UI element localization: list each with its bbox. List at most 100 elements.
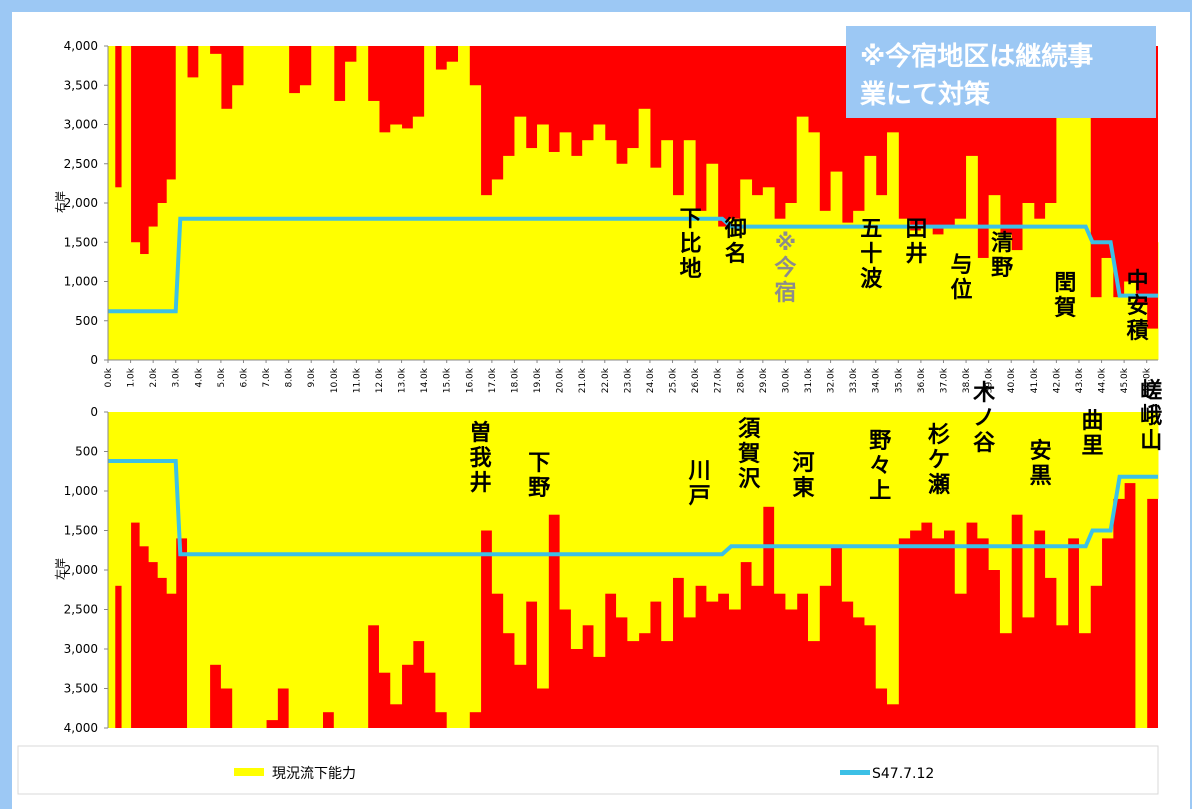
x-tick: 7.0k	[262, 367, 272, 387]
right-bank-capacity-bar	[864, 155, 877, 360]
left-bank-capacity-bar	[909, 412, 922, 531]
right-bank-capacity-bar	[627, 148, 640, 360]
place-label-char: 山	[1140, 429, 1162, 454]
right-bank-capacity-bar	[1045, 203, 1057, 360]
left-bank-capacity-bar	[525, 412, 538, 602]
right-bank-capacity-bar	[1124, 281, 1136, 360]
left-bank-capacity-bar	[830, 412, 843, 547]
right-bank-capacity-bar	[356, 46, 369, 360]
right-bank-capacity-bar	[148, 226, 159, 360]
place-label-char: 位	[951, 277, 973, 303]
left-bank-capacity-bar	[977, 412, 990, 539]
right-bank-capacity-bar	[751, 195, 764, 360]
x-tick: 33.0k	[849, 367, 859, 393]
left-bank-capacity-bar	[559, 412, 572, 610]
right-bank-capacity-bar	[412, 116, 425, 361]
legend-box	[17, 745, 1159, 795]
x-tick: 22.0k	[601, 367, 611, 393]
right-bank-capacity-bar	[277, 46, 290, 360]
right-bank-capacity-bar	[932, 234, 944, 360]
right-bank-y-tick: 2,500	[64, 157, 98, 171]
right-bank-capacity-bar	[898, 218, 911, 360]
right-bank-capacity-bar	[446, 61, 459, 360]
left-bank-capacity-bar	[469, 412, 482, 713]
x-tick: 19.0k	[533, 367, 543, 393]
legend-plan-label: S47.7.12	[872, 766, 934, 782]
right-bank-y-tick: 1,000	[64, 275, 98, 289]
place-label-char: 安	[1030, 438, 1052, 464]
x-tick: 40.0k	[1007, 367, 1017, 393]
right-bank-capacity-bar	[1090, 297, 1103, 360]
left-bank-capacity-bar	[220, 412, 233, 689]
left-bank-capacity-bar	[638, 412, 651, 634]
right-bank-capacity-bar	[1112, 297, 1125, 360]
left-bank-capacity-bar	[1045, 412, 1057, 578]
x-tick: 2.0k	[149, 367, 159, 387]
x-tick: 18.0k	[510, 367, 520, 393]
left-bank-capacity-bar	[435, 412, 448, 713]
right-bank-capacity-bar	[841, 222, 854, 360]
left-bank-y-tick: 1,500	[64, 524, 98, 538]
left-bank-capacity-bar	[1011, 412, 1024, 515]
left-bank-capacity-bar	[1101, 412, 1114, 539]
x-tick: 11.0k	[352, 367, 362, 393]
x-tick: 46.0k	[1143, 367, 1153, 393]
right-bank-capacity-bar	[435, 69, 448, 361]
place-label-char: 安	[1127, 293, 1149, 319]
right-bank-capacity-bar	[198, 46, 211, 360]
right-bank-capacity-bar	[491, 179, 504, 360]
right-bank-capacity-bar	[875, 195, 888, 360]
left-bank-capacity-bar	[819, 412, 832, 586]
x-tick: 41.0k	[1030, 367, 1040, 393]
x-tick: 1.0k	[127, 367, 137, 387]
right-bank-capacity-bar	[582, 140, 594, 360]
left-bank-capacity-bar	[503, 412, 515, 634]
right-bank-capacity-bar	[322, 46, 335, 360]
left-bank-capacity-bar	[582, 412, 594, 626]
left-bank-capacity-bar	[943, 412, 956, 531]
x-tick: 25.0k	[669, 367, 679, 393]
left-bank-capacity-bar	[322, 412, 335, 713]
x-tick: 39.0k	[985, 367, 995, 393]
place-label-char: 賀	[1053, 296, 1076, 321]
place-label-char: 波	[860, 267, 883, 292]
left-bank-capacity-bar	[966, 412, 978, 523]
left-bank-plan-line	[108, 459, 1158, 557]
left-bank-capacity-bar	[243, 412, 256, 728]
right-bank-capacity-bar	[333, 100, 346, 360]
left-bank-capacity-bar	[537, 412, 549, 689]
right-bank-capacity-bar	[706, 163, 719, 360]
left-bank-capacity-bar	[887, 412, 899, 705]
right-bank-y-tick: 1,500	[64, 235, 98, 249]
right-bank-capacity-bar	[604, 140, 617, 360]
right-bank-capacity-bar	[390, 124, 403, 360]
left-bank-capacity-bar	[390, 412, 403, 705]
right-bank-capacity-bar	[503, 155, 515, 360]
left-bank-capacity-bar	[954, 412, 967, 594]
place-label-char: 曲	[1082, 409, 1104, 434]
right-bank-capacity-bar	[1022, 203, 1035, 360]
place-label-char: 嵯	[1140, 378, 1162, 404]
right-bank-capacity-bar	[311, 46, 324, 360]
place-label-char: 御	[724, 216, 747, 242]
left-bank-capacity-bar	[1067, 412, 1080, 539]
x-tick: 35.0k	[894, 367, 904, 393]
place-label-char: ケ	[928, 448, 950, 473]
place-label-char: 木	[972, 381, 996, 406]
x-tick: 26.0k	[691, 367, 701, 393]
note-line-2: 業にて対策	[860, 79, 990, 110]
left-bank-capacity-bar	[841, 412, 854, 602]
right-bank-capacity-bar	[988, 195, 1001, 360]
right-bank-capacity-bar	[288, 93, 301, 360]
left-bank-capacity-bar	[616, 412, 628, 618]
right-bank-capacity-bar	[728, 218, 741, 360]
left-bank-y-tick: 1,000	[64, 484, 98, 498]
right-bank-y-tick: 3,500	[64, 78, 98, 92]
x-tick: 0.0k	[104, 367, 114, 387]
right-bank-capacity-bar	[1101, 257, 1114, 360]
left-bank-capacity-bar	[458, 412, 470, 728]
x-tick: 31.0k	[804, 367, 814, 393]
place-label-char: 野	[991, 256, 1013, 281]
x-tick: 8.0k	[285, 367, 295, 387]
right-bank-capacity-bar	[243, 46, 256, 360]
